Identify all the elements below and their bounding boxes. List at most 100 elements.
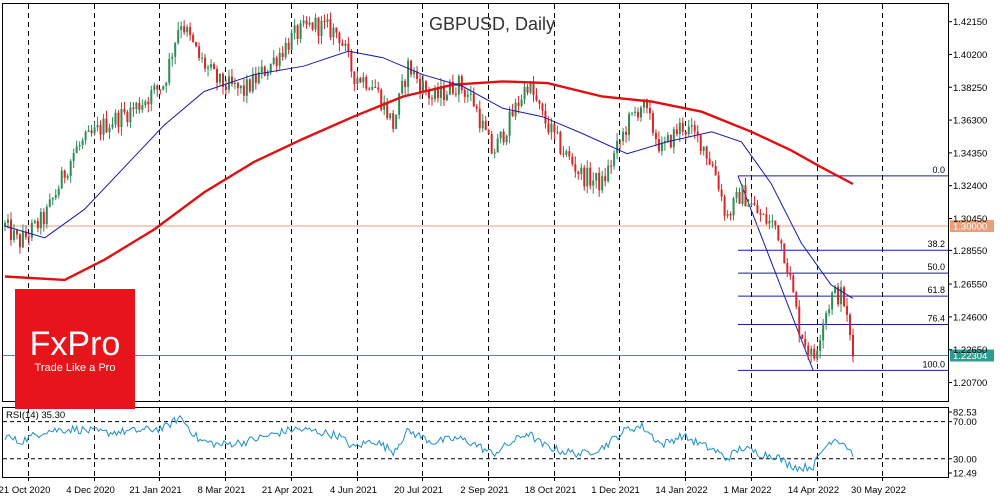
candle-body — [314, 17, 317, 30]
candle-body — [475, 106, 478, 109]
time-tick-label: 14 Jan 2022 — [655, 485, 707, 496]
candle-body — [93, 127, 96, 134]
candle-body — [260, 66, 263, 73]
candle-body — [198, 46, 201, 58]
candle-body — [416, 71, 419, 79]
candle-body — [162, 86, 165, 90]
candle-body — [287, 42, 290, 50]
candle-body — [520, 99, 523, 106]
candle-body — [622, 131, 625, 142]
candle-body — [511, 111, 514, 117]
time-tick-label: 1 Mar 2022 — [723, 485, 771, 496]
candle-body — [207, 67, 210, 69]
candle-body — [186, 26, 189, 33]
candle-body — [448, 81, 451, 95]
price-tick-label: 1.26550 — [953, 280, 987, 291]
candle-body — [735, 192, 738, 199]
price-tick-label: 1.34350 — [953, 148, 987, 159]
candle-body — [502, 131, 505, 143]
candle-body — [192, 34, 195, 42]
candle-body — [221, 73, 224, 87]
candle-body — [329, 19, 332, 38]
candle-body — [720, 189, 723, 197]
candle-body — [317, 17, 320, 36]
candle-body — [657, 139, 660, 152]
candle-body — [765, 214, 768, 224]
candle-body — [147, 101, 150, 105]
candle-body — [753, 203, 756, 205]
candle-body — [308, 22, 311, 25]
candle-body — [499, 131, 502, 139]
candle-body — [263, 66, 266, 76]
candle-body — [798, 306, 801, 335]
candle-body — [174, 42, 177, 57]
candle-body — [171, 56, 174, 59]
candle-body — [233, 82, 236, 85]
price-axis: 1.42150 1.40200 1.38250 1.36300 1.34350 1.324… — [948, 17, 987, 389]
candle-body — [532, 82, 535, 96]
candle-body — [672, 129, 675, 148]
candle-body — [383, 102, 386, 110]
candle-body — [218, 73, 221, 83]
candle-body — [771, 220, 774, 222]
candle-body — [15, 230, 18, 235]
candle-body — [230, 76, 233, 85]
candle-body — [819, 340, 822, 351]
candle-body — [747, 204, 750, 207]
candle-body — [24, 231, 27, 237]
candle-body — [320, 20, 323, 36]
candle-body — [610, 165, 613, 167]
candlestick-series — [4, 12, 854, 363]
candle-body — [60, 170, 63, 189]
candle-body — [165, 82, 168, 87]
candle-body — [96, 125, 99, 128]
logo-tagline: Trade Like a Pro — [35, 362, 116, 374]
candle-body — [236, 82, 239, 89]
candle-body — [487, 130, 490, 135]
candle-body — [4, 222, 6, 227]
candle-body — [117, 112, 120, 128]
candle-body — [523, 86, 526, 100]
candle-body — [21, 231, 24, 248]
candle-body — [66, 176, 69, 178]
candle-body — [213, 64, 216, 69]
candle-body — [401, 80, 404, 94]
time-tick-label: 14 Apr 2022 — [788, 485, 839, 496]
candle-body — [251, 74, 254, 92]
candle-body — [248, 79, 251, 92]
candle-body — [726, 214, 729, 216]
candle-body — [678, 122, 681, 135]
candle-body — [642, 99, 645, 108]
candle-body — [637, 111, 640, 118]
candle-body — [63, 170, 66, 178]
candle-body — [30, 222, 33, 238]
price-tick-label: 1.32400 — [953, 181, 987, 192]
candle-body — [580, 167, 583, 174]
fibonacci-retracement: 0.0 38.2 50.0 61.8 76.4 100.0 — [737, 165, 948, 371]
candle-body — [756, 204, 759, 214]
time-tick-label: 4 Dec 2020 — [66, 485, 115, 496]
candle-body — [39, 211, 42, 229]
candle-body — [840, 287, 843, 305]
candle-body — [278, 52, 281, 66]
candle-body — [105, 118, 108, 133]
candle-body — [583, 167, 586, 187]
candle-body — [705, 146, 708, 159]
price-tick-label: 1.28550 — [953, 246, 987, 257]
candle-body — [436, 89, 439, 98]
candle-body — [834, 286, 837, 293]
fib-trendline — [737, 175, 814, 371]
candle-body — [54, 194, 57, 198]
candle-body — [392, 113, 395, 129]
candle-body — [138, 102, 141, 110]
candle-body — [311, 22, 314, 30]
candle-body — [690, 125, 693, 127]
candle-body — [272, 57, 275, 64]
candle-body — [822, 323, 825, 341]
candle-body — [804, 338, 807, 346]
candle-body — [741, 185, 744, 204]
candle-body — [78, 145, 81, 147]
candle-body — [846, 306, 849, 315]
candle-body — [544, 110, 547, 124]
